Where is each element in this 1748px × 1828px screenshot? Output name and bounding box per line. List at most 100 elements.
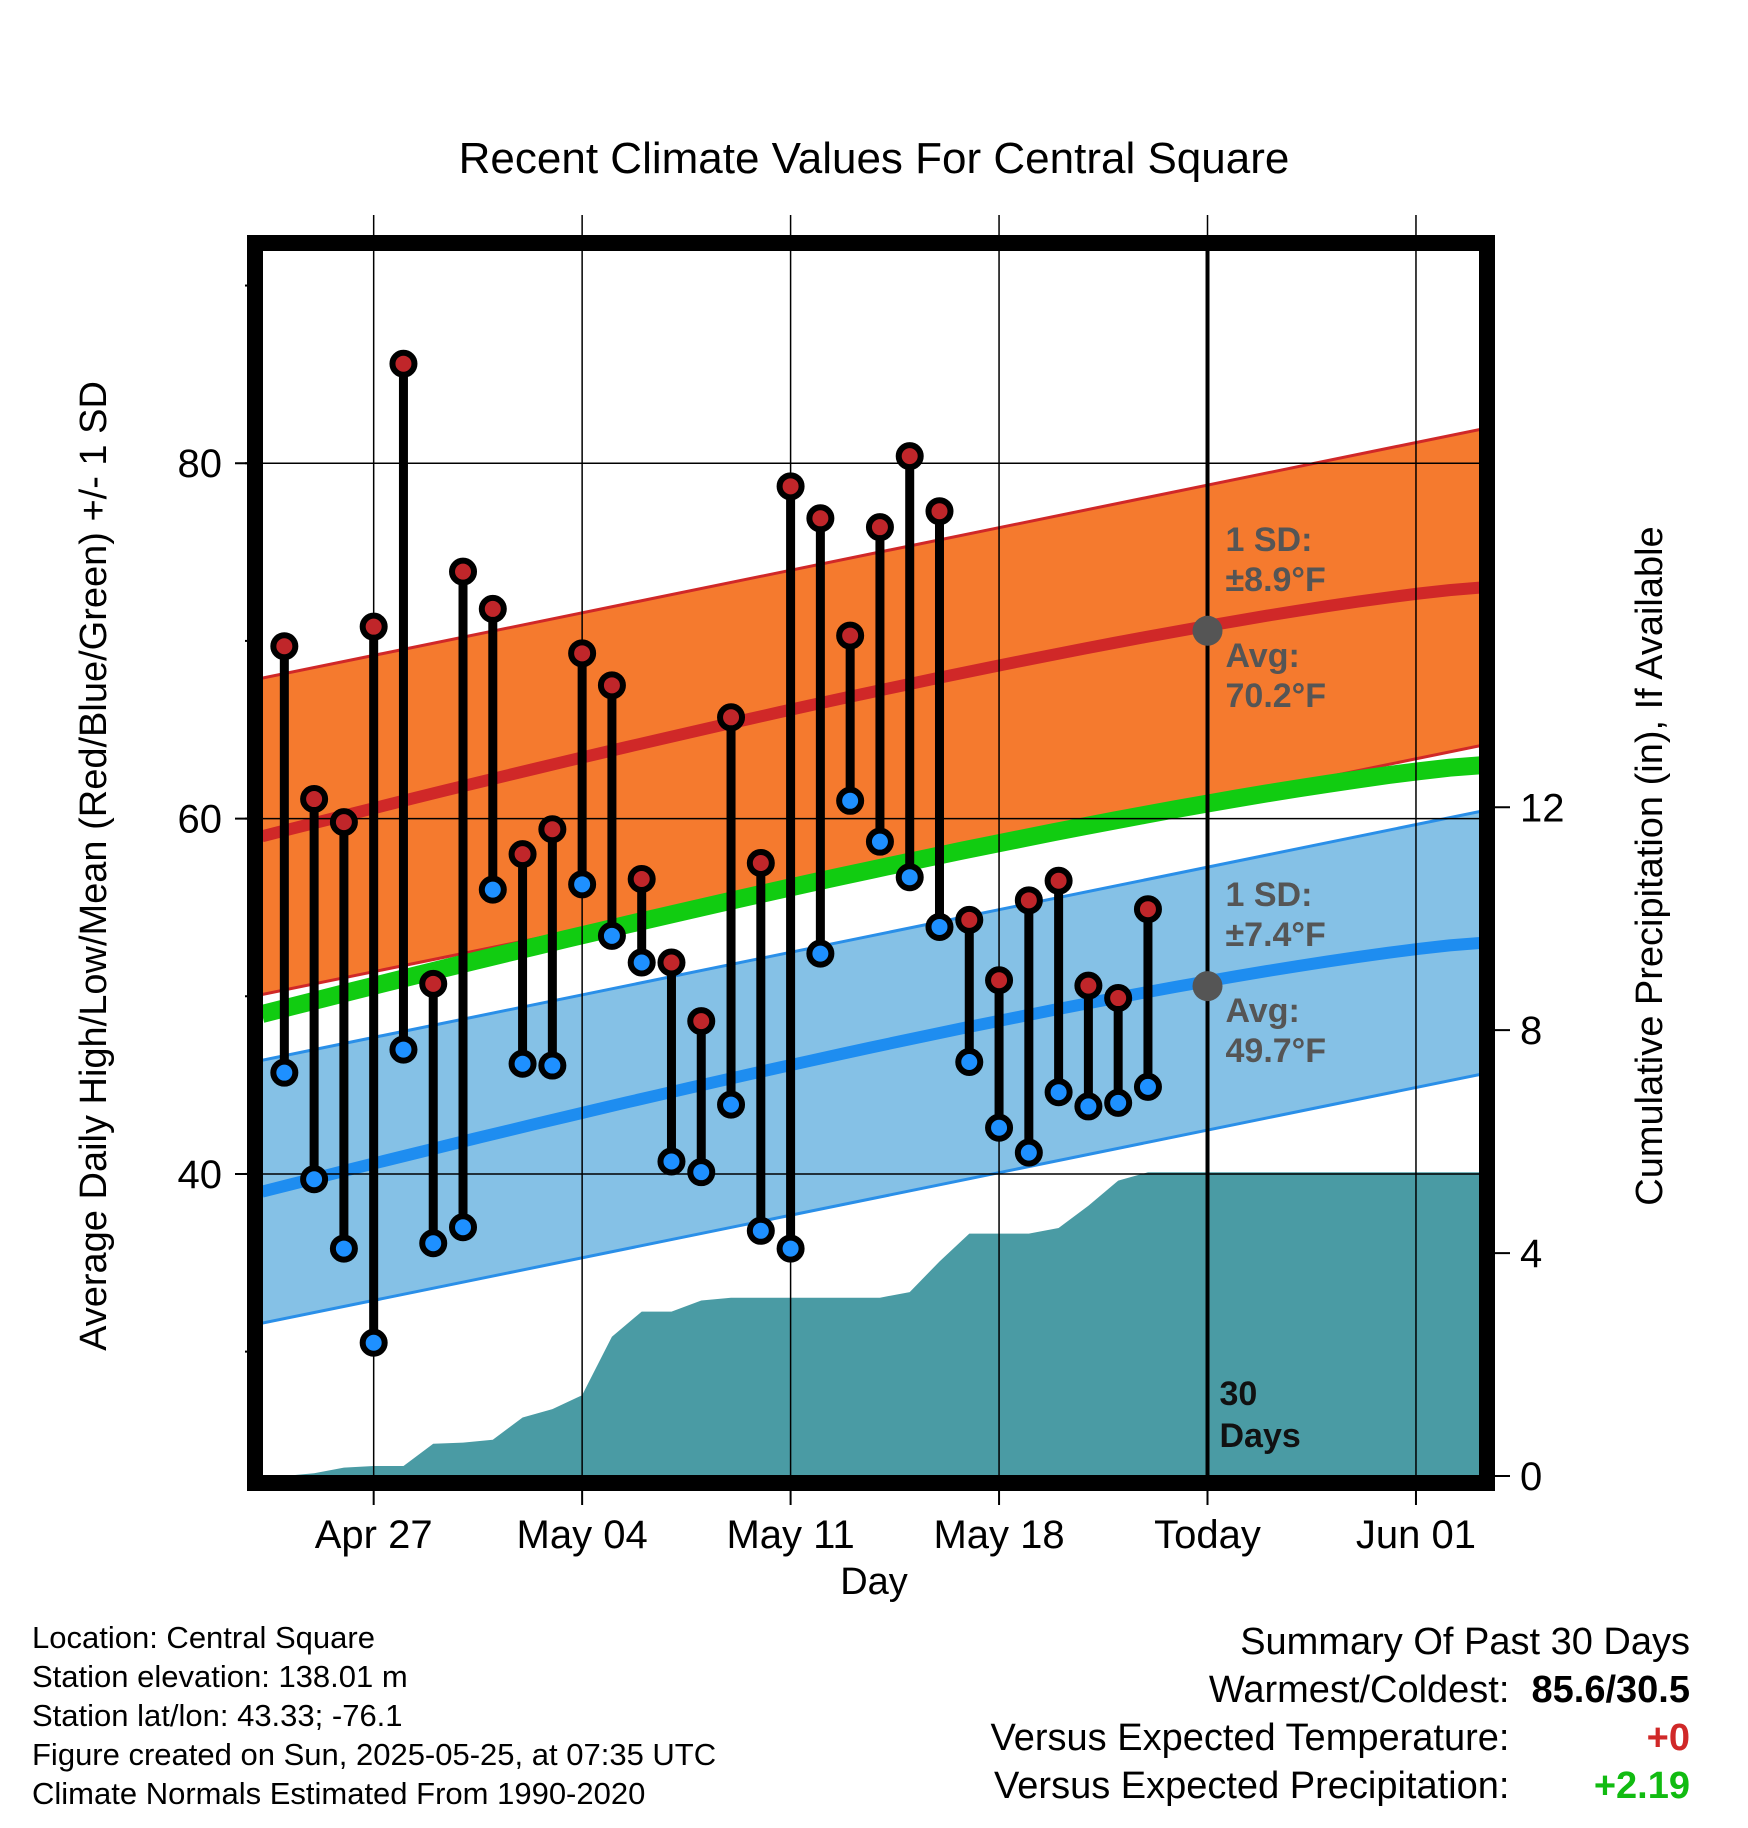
summary-warmest-row: Warmest/Coldest: 85.6/30.5 bbox=[991, 1666, 1690, 1714]
low-avg-value: 49.7°F bbox=[1226, 1032, 1327, 1070]
daily-high-point bbox=[1044, 866, 1073, 895]
low-avg-marker bbox=[1192, 971, 1223, 1002]
temp-value: +0 bbox=[1646, 1717, 1690, 1759]
daily-low-point bbox=[1133, 1072, 1162, 1101]
elevation-text: Station elevation: 138.01 m bbox=[32, 1659, 408, 1694]
daily-high-point bbox=[627, 864, 656, 893]
daily-low-point bbox=[449, 1213, 478, 1242]
daily-low-point bbox=[270, 1058, 299, 1087]
daily-high-point bbox=[538, 815, 567, 844]
normal-low-band bbox=[262, 811, 1480, 1324]
daily-high-point bbox=[359, 612, 388, 641]
high-avg-label: Avg: bbox=[1226, 637, 1300, 675]
daily-high-point bbox=[300, 785, 329, 814]
temp-label: Versus Expected Temperature: bbox=[990, 1717, 1510, 1759]
daily-low-point bbox=[865, 827, 894, 856]
daily-low-point bbox=[776, 1234, 805, 1263]
summary-panel: Summary Of Past 30 Days Warmest/Coldest:… bbox=[991, 1618, 1690, 1810]
daily-low-point bbox=[508, 1049, 537, 1078]
low-sd-value: ±7.4°F bbox=[1226, 916, 1326, 954]
normal-low-band-lower-edge bbox=[262, 1072, 1480, 1325]
daily-high-point bbox=[568, 639, 597, 668]
daily-high-point bbox=[836, 621, 865, 650]
y-axis-left-label: Average Daily High/Low/Mean (Red/Blue/Gr… bbox=[73, 381, 115, 1351]
precip-area bbox=[262, 1172, 1480, 1476]
daily-high-point bbox=[478, 594, 507, 623]
daily-low-point bbox=[687, 1158, 716, 1187]
daily-low-point bbox=[1104, 1088, 1133, 1117]
warmest-value: 85.6/30.5 bbox=[1531, 1669, 1690, 1711]
daily-high-point bbox=[955, 905, 984, 934]
daily-low-point bbox=[568, 870, 597, 899]
location-text: Location: Central Square bbox=[32, 1620, 375, 1655]
summary-heading: Summary Of Past 30 Days bbox=[1240, 1621, 1690, 1663]
high-avg-value: 70.2°F bbox=[1226, 677, 1327, 715]
created-text: Figure created on Sun, 2025-05-25, at 07… bbox=[32, 1737, 717, 1772]
y-right-tick-label: 12 bbox=[1520, 786, 1565, 830]
normals-text: Climate Normals Estimated From 1990-2020 bbox=[32, 1776, 646, 1811]
daily-high-point bbox=[1014, 886, 1043, 915]
daily-high-point bbox=[1104, 984, 1133, 1013]
daily-high-point bbox=[329, 808, 358, 837]
x-tick-label: May 11 bbox=[726, 1513, 854, 1557]
daily-high-point bbox=[776, 472, 805, 501]
daily-high-point bbox=[508, 840, 537, 869]
daily-high-point bbox=[419, 969, 448, 998]
high-sd-label: 1 SD: bbox=[1226, 521, 1313, 559]
daily-high-point bbox=[717, 703, 746, 732]
y-axis-right-label: Cumulative Precipitation (in), If Availa… bbox=[1629, 526, 1671, 1205]
summary-temp-row: Versus Expected Temperature: +0 bbox=[991, 1714, 1690, 1762]
x-tick-label: Today bbox=[1154, 1513, 1261, 1557]
daily-high-point bbox=[657, 948, 686, 977]
daily-high-point bbox=[597, 671, 626, 700]
daily-low-point bbox=[329, 1234, 358, 1263]
plot-frame bbox=[247, 235, 1495, 1491]
daily-low-point bbox=[1014, 1138, 1043, 1167]
daily-low-point bbox=[806, 939, 835, 968]
days-label-number: 30 bbox=[1220, 1375, 1258, 1413]
daily-high-point bbox=[925, 497, 954, 526]
x-tick-label: Jun 01 bbox=[1356, 1513, 1476, 1557]
days-label-text: Days bbox=[1220, 1417, 1301, 1455]
daily-low-point bbox=[895, 863, 924, 892]
x-tick-label: May 04 bbox=[517, 1513, 648, 1557]
daily-high-point bbox=[389, 349, 418, 378]
daily-high-point bbox=[985, 966, 1014, 995]
daily-low-point bbox=[627, 948, 656, 977]
daily-high-point bbox=[806, 504, 835, 533]
daily-low-point bbox=[389, 1035, 418, 1064]
y-left-tick-label: 60 bbox=[178, 798, 223, 842]
daily-high-point bbox=[449, 557, 478, 586]
station-info: Location: Central Square Station elevati… bbox=[32, 1618, 716, 1813]
daily-low-point bbox=[746, 1216, 775, 1245]
normal-high-band bbox=[262, 429, 1480, 995]
daily-low-point bbox=[597, 921, 626, 950]
low-sd-label: 1 SD: bbox=[1226, 876, 1313, 914]
daily-low-point bbox=[925, 912, 954, 941]
daily-high-point bbox=[1074, 971, 1103, 1000]
daily-low-point bbox=[478, 875, 507, 904]
warmest-label: Warmest/Coldest: bbox=[1208, 1669, 1510, 1711]
daily-low-point bbox=[419, 1229, 448, 1258]
daily-low-point bbox=[717, 1090, 746, 1119]
axes: 40 60 80 0 4 8 12 Apr 27 May 04 May 11 May 18 Today… bbox=[178, 235, 1565, 1557]
y-right-tick-label: 0 bbox=[1520, 1455, 1542, 1499]
daily-low-point bbox=[1044, 1078, 1073, 1107]
chart-title: Recent Climate Values For Central Square bbox=[459, 134, 1290, 183]
climate-chart: Recent Climate Values For Central Square… bbox=[73, 134, 1671, 1603]
daily-low-point bbox=[300, 1165, 329, 1194]
y-left-tick-label: 40 bbox=[178, 1153, 223, 1197]
latlon-text: Station lat/lon: 43.33; -76.1 bbox=[32, 1698, 403, 1733]
x-tick-label: May 18 bbox=[933, 1513, 1064, 1557]
high-avg-marker bbox=[1192, 615, 1223, 646]
daily-high-point bbox=[1133, 895, 1162, 924]
precip-value: +2.19 bbox=[1593, 1765, 1690, 1807]
precip-label: Versus Expected Precipitation: bbox=[994, 1765, 1510, 1807]
high-sd-value: ±8.9°F bbox=[1226, 561, 1326, 599]
daily-low-point bbox=[985, 1113, 1014, 1142]
daily-high-point bbox=[895, 442, 924, 471]
x-axis-label: Day bbox=[840, 1561, 908, 1603]
low-avg-label: Avg: bbox=[1226, 992, 1300, 1030]
daily-high-point bbox=[865, 513, 894, 542]
